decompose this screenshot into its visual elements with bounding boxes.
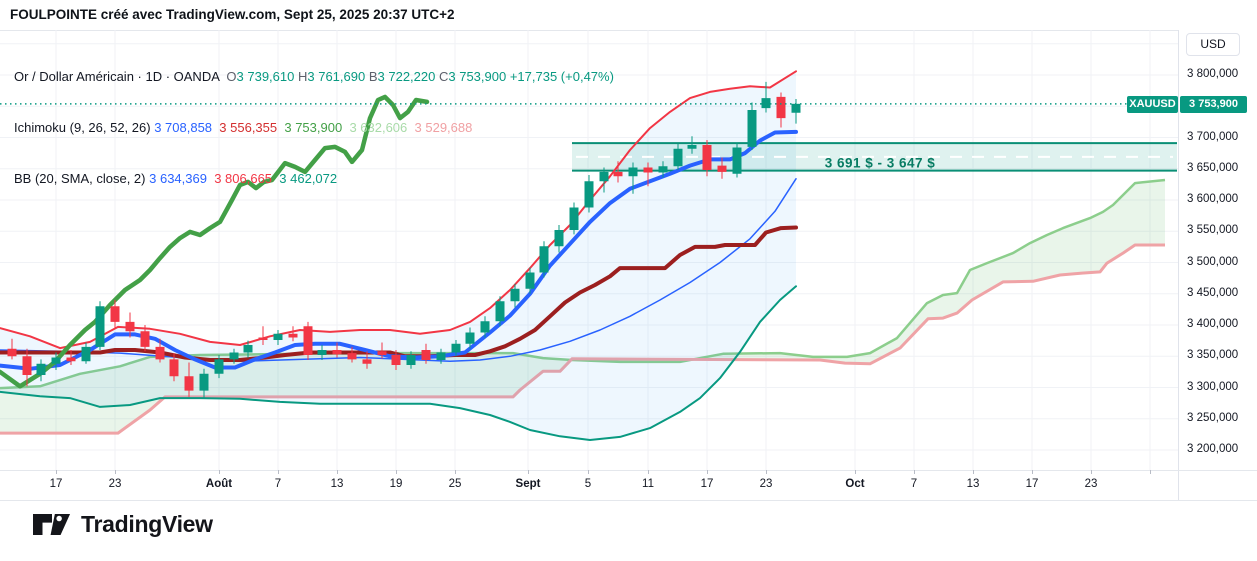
time-axis-tick — [56, 470, 57, 474]
legend-symbol-row: Or / Dollar Américain · 1D · OANDA O3 73… — [14, 69, 614, 84]
tradingview-logo-icon — [33, 514, 71, 535]
time-axis-label: 7 — [910, 478, 918, 490]
ichimoku-lead1-value: 3 632,606 — [349, 120, 408, 135]
time-axis-tick — [278, 470, 279, 474]
open-value: 3 739,610 — [236, 69, 295, 84]
price-axis-label: 3 250,000 — [1187, 411, 1239, 424]
time-axis-label: 23 — [759, 478, 773, 490]
price-zone-label: 3 691 $ - 3 647 $ — [825, 156, 936, 171]
change-value: +17,735 (+0,47%) — [509, 69, 614, 84]
time-axis-tick — [219, 470, 220, 474]
price-axis-label: 3 800,000 — [1187, 68, 1239, 80]
time-axis-tick — [115, 470, 116, 474]
time-axis-tick — [396, 470, 397, 474]
chart-legend: Or / Dollar Américain · 1D · OANDA O3 73… — [14, 34, 614, 221]
time-axis-label: 11 — [642, 478, 654, 490]
currency-toggle-button[interactable]: USD — [1186, 33, 1240, 56]
time-axis-label: 13 — [330, 478, 344, 490]
time-axis-label: 17 — [1025, 478, 1039, 490]
price-axis-label: 3 700,000 — [1187, 130, 1239, 143]
time-axis-label: 7 — [274, 478, 282, 490]
time-axis-label: Sept — [515, 478, 541, 490]
low-value: 3 722,220 — [377, 69, 436, 84]
bb-basis-value: 3 634,369 — [149, 171, 207, 186]
time-axis-tick — [914, 470, 915, 474]
bb-lower-value: 3 462,072 — [279, 171, 338, 186]
time-axis-tick — [1091, 470, 1092, 474]
time-axis-label: Août — [205, 478, 233, 490]
time-axis-label: 19 — [389, 478, 403, 490]
tradingview-wordmark: TradingView — [81, 511, 213, 537]
legend-bb-row: BB (20, SMA, close, 2) 3 634,369 3 806,6… — [14, 170, 614, 187]
ichimoku-base-value: 3 556,355 — [219, 120, 278, 135]
ichimoku-label[interactable]: Ichimoku (9, 26, 52, 26) — [14, 120, 151, 135]
time-axis-tick — [455, 470, 456, 474]
ichimoku-lagging-value: 3 753,900 — [284, 120, 343, 135]
screenshot-caption: FOULPOINTE créé avec TradingView.com, Se… — [10, 7, 455, 22]
chart-bottom-border — [0, 500, 1257, 501]
time-axis-label: 13 — [966, 478, 980, 490]
price-axis-label: 3 600,000 — [1187, 193, 1239, 205]
time-axis-tick — [973, 470, 974, 474]
price-axis-label: 3 300,000 — [1187, 380, 1239, 393]
time-axis-tick — [766, 470, 767, 474]
time-axis-tick — [855, 470, 856, 474]
price-axis-label: 3 400,000 — [1187, 318, 1239, 330]
time-axis-label: 23 — [1084, 478, 1098, 490]
time-axis-tick — [1032, 470, 1033, 474]
time-axis-tick — [337, 470, 338, 474]
main-chart-pane[interactable]: 3 691 $ - 3 647 $ — [0, 30, 1178, 500]
ichimoku-lead2-value: 3 529,688 — [414, 120, 473, 135]
last-price-badge[interactable]: 3 753,900 — [1180, 96, 1247, 113]
time-axis-tick — [648, 470, 649, 474]
time-axis-label: Oct — [845, 478, 865, 490]
time-axis-label: 17 — [700, 478, 714, 490]
header-divider — [0, 30, 1257, 31]
ichimoku-conversion-value: 3 708,858 — [154, 120, 213, 135]
price-axis-label: 3 350,000 — [1187, 349, 1239, 362]
price-axis-label: 3 650,000 — [1187, 161, 1239, 174]
symbol-title[interactable]: Or / Dollar Américain · 1D · OANDA — [14, 69, 220, 84]
time-axis-label: 25 — [448, 478, 462, 490]
time-axis-divider — [0, 470, 1257, 471]
time-axis-label: 5 — [584, 478, 592, 490]
price-axis-label: 3 550,000 — [1187, 224, 1239, 237]
legend-ichimoku-row: Ichimoku (9, 26, 52, 26) 3 708,858 3 556… — [14, 119, 614, 136]
symbol-badge[interactable]: XAUUSD — [1127, 96, 1178, 113]
time-axis-label: 17 — [49, 478, 63, 490]
price-axis-label: 3 500,000 — [1187, 255, 1239, 268]
time-axis-tick — [528, 470, 529, 474]
time-axis-tick — [588, 470, 589, 474]
bb-upper-value: 3 806,665 — [214, 171, 273, 186]
bb-label[interactable]: BB (20, SMA, close, 2) — [14, 171, 146, 186]
close-value: 3 753,900 — [448, 69, 507, 84]
high-value: 3 761,690 — [307, 69, 366, 84]
time-axis-tick — [707, 470, 708, 474]
time-axis-label: 23 — [108, 478, 122, 490]
brand-footer[interactable]: TradingView — [33, 510, 213, 539]
price-axis-label: 3 450,000 — [1187, 286, 1239, 299]
price-axis-label: 3 200,000 — [1187, 443, 1239, 455]
time-axis-tick — [1150, 470, 1151, 474]
